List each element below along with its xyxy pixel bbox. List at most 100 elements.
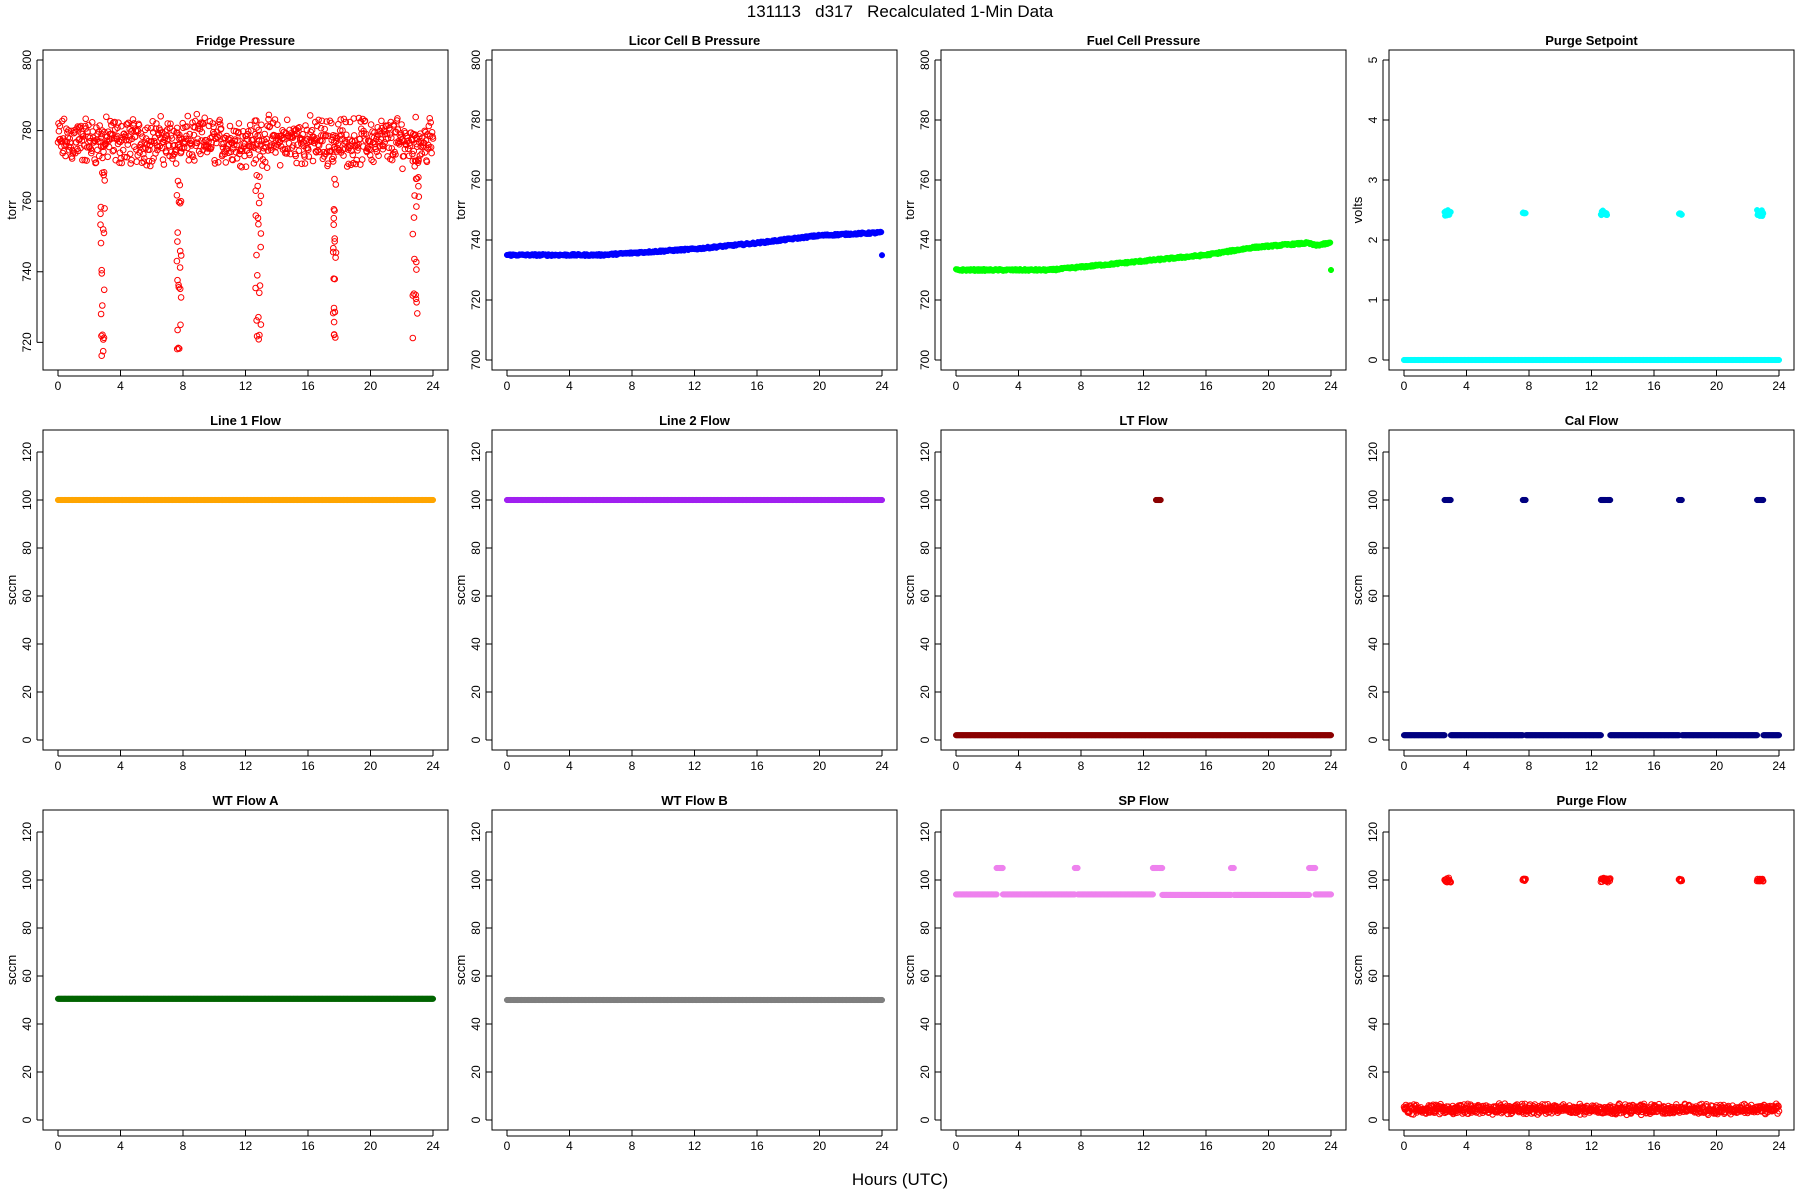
x-tick-label: 0 [55,1139,62,1153]
data-point [313,149,320,156]
data-point [332,181,340,188]
data-point [312,118,319,126]
y-axis-label: torr [453,200,468,220]
x-tick-label: 8 [1526,379,1533,393]
data-point [198,128,206,136]
data-point [247,127,255,134]
data-point [253,251,260,259]
data-point [878,252,886,259]
x-tick-label: 20 [1262,759,1276,773]
data-point [209,120,216,127]
y-tick-label: 40 [20,1017,34,1031]
x-tick-label: 20 [1710,759,1724,773]
data-point [342,118,350,126]
data-point [368,156,375,164]
data-point [127,128,135,135]
data-point [98,352,105,360]
y-tick-label: 120 [918,442,932,462]
x-tick-label: 8 [180,759,187,773]
x-tick-label: 16 [750,759,764,773]
data-point [295,147,303,155]
data-point [274,121,281,128]
y-axis-label: sccm [453,575,468,605]
data-point [290,142,297,149]
data-point [89,128,96,135]
data-point [325,132,332,140]
data-point [62,152,69,160]
data-point [316,148,323,156]
data-point [125,133,133,140]
y-tick-label: 60 [1366,589,1380,603]
data-points [952,496,1335,739]
data-point [66,135,73,142]
data-point [283,150,291,157]
data-point [256,331,263,339]
x-tick-label: 12 [688,759,702,773]
data-point [301,160,309,167]
data-point [173,124,181,132]
data-point [153,142,161,149]
x-tick-label: 8 [180,1139,187,1153]
data-point [878,496,886,504]
data-point [79,156,86,164]
data-points [54,496,437,504]
y-tick-label: 100 [918,490,932,510]
data-point [401,145,409,153]
x-tick-label: 16 [750,379,764,393]
data-point [233,141,240,149]
data-point [168,135,176,142]
data-point [429,496,437,504]
data-point [137,130,145,137]
data-point [309,157,317,165]
data-point [249,137,256,144]
plot-frame [940,49,1347,371]
data-point [1597,732,1604,739]
data-point [65,127,72,134]
data-point [257,243,265,251]
data-point [411,163,419,170]
data-point [159,156,167,163]
data-point [226,122,234,130]
y-tick-label: 740 [469,230,483,250]
data-point [409,334,417,342]
data-point [412,157,420,165]
data-point [98,270,106,277]
data-point [101,177,108,184]
data-point [256,289,263,297]
data-point [426,115,434,122]
data-point [109,147,117,155]
panel-title: Purge Setpoint [1545,33,1638,48]
data-point [256,173,263,180]
y-tick-label: 0 [469,736,483,743]
data-point [99,302,106,309]
data-point [174,177,182,185]
data-point [330,275,338,283]
data-point [94,146,101,154]
data-point [1754,732,1761,739]
data-point [176,264,184,271]
data-point [332,254,339,261]
data-point [428,129,436,136]
data-point [177,252,185,259]
data-point [97,134,104,141]
x-tick-label: 24 [426,759,440,773]
data-point [335,147,343,154]
x-tick-label: 20 [364,379,378,393]
data-point [412,113,420,121]
x-tick-label: 12 [1137,759,1151,773]
data-point [269,119,277,127]
data-point [246,121,254,129]
data-point [1447,208,1454,216]
data-point [196,120,203,128]
y-tick-label: 80 [469,541,483,555]
data-point [116,159,123,166]
data-point [183,132,190,140]
y-tick-label: 120 [20,822,34,842]
x-tick-label: 16 [301,379,315,393]
data-point [122,132,129,139]
x-tick-label: 20 [1262,379,1276,393]
data-point [252,117,260,124]
